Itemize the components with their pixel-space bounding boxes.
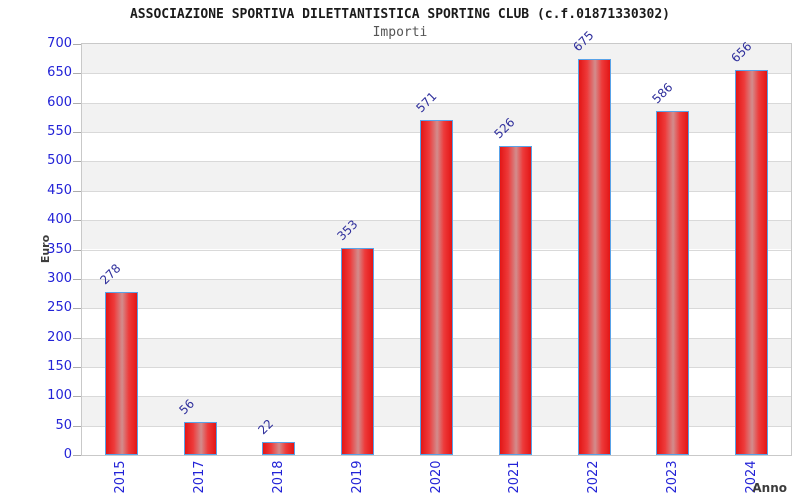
y-tick-label: 0 <box>63 447 72 462</box>
bar <box>104 291 138 455</box>
bar <box>341 247 375 455</box>
chart-title: ASSOCIAZIONE SPORTIVA DILETTANTISTICA SP… <box>129 7 671 22</box>
y-tick-mark <box>73 278 81 280</box>
y-tick-label: 700 <box>47 36 72 51</box>
y-tick-label: 550 <box>47 124 72 140</box>
y-tick-label: 450 <box>47 182 72 198</box>
y-tick-label: 350 <box>47 241 72 257</box>
y-tick-mark <box>73 249 81 251</box>
bar <box>183 422 217 455</box>
x-tick-label: 2015 <box>113 460 129 494</box>
y-tick-label: 600 <box>47 94 72 110</box>
y-tick-mark <box>73 220 81 222</box>
y-tick-mark <box>73 337 81 339</box>
y-tick-mark <box>73 161 81 163</box>
y-tick-label: 650 <box>47 65 72 81</box>
x-axis-title: Anno <box>752 481 787 495</box>
x-tick-label: 2018 <box>270 460 286 494</box>
y-tick-mark <box>73 308 81 310</box>
y-tick-mark <box>73 44 81 45</box>
grid-band <box>82 73 791 103</box>
y-tick-label: 500 <box>47 153 72 169</box>
x-tick-label: 2020 <box>428 460 444 494</box>
gridline <box>82 73 791 75</box>
x-tick-label: 2019 <box>349 460 365 494</box>
x-tick-label: 2023 <box>664 460 680 494</box>
plot-area: 278 56 22 353 571 526 675 586 656 <box>81 28 792 456</box>
grid-band <box>82 44 791 74</box>
y-tick-mark <box>73 396 81 398</box>
bar <box>656 110 690 455</box>
gridline <box>82 102 791 104</box>
x-tick-label: 2022 <box>586 460 602 494</box>
y-tick-mark <box>73 425 81 427</box>
bar <box>498 146 532 455</box>
y-tick-label: 250 <box>47 300 72 316</box>
y-tick-mark <box>73 190 81 192</box>
y-tick-label: 300 <box>47 270 72 286</box>
y-tick-label: 400 <box>47 212 72 228</box>
y-tick-label: 150 <box>47 358 72 374</box>
x-tick-label: 2017 <box>192 460 208 494</box>
bar <box>262 442 296 455</box>
y-tick-mark <box>73 73 81 75</box>
y-tick-mark <box>73 366 81 368</box>
y-tick-mark <box>73 102 81 104</box>
y-tick-label: 50 <box>55 417 72 433</box>
y-tick-mark <box>73 455 81 456</box>
chart-subtitle: Importi <box>372 25 428 40</box>
y-tick-label: 100 <box>47 388 72 404</box>
y-tick-mark <box>73 132 81 134</box>
bar <box>735 69 769 455</box>
y-tick-label: 200 <box>47 329 72 345</box>
bar <box>577 58 611 455</box>
bar <box>420 119 453 455</box>
x-tick-label: 2021 <box>507 460 523 494</box>
